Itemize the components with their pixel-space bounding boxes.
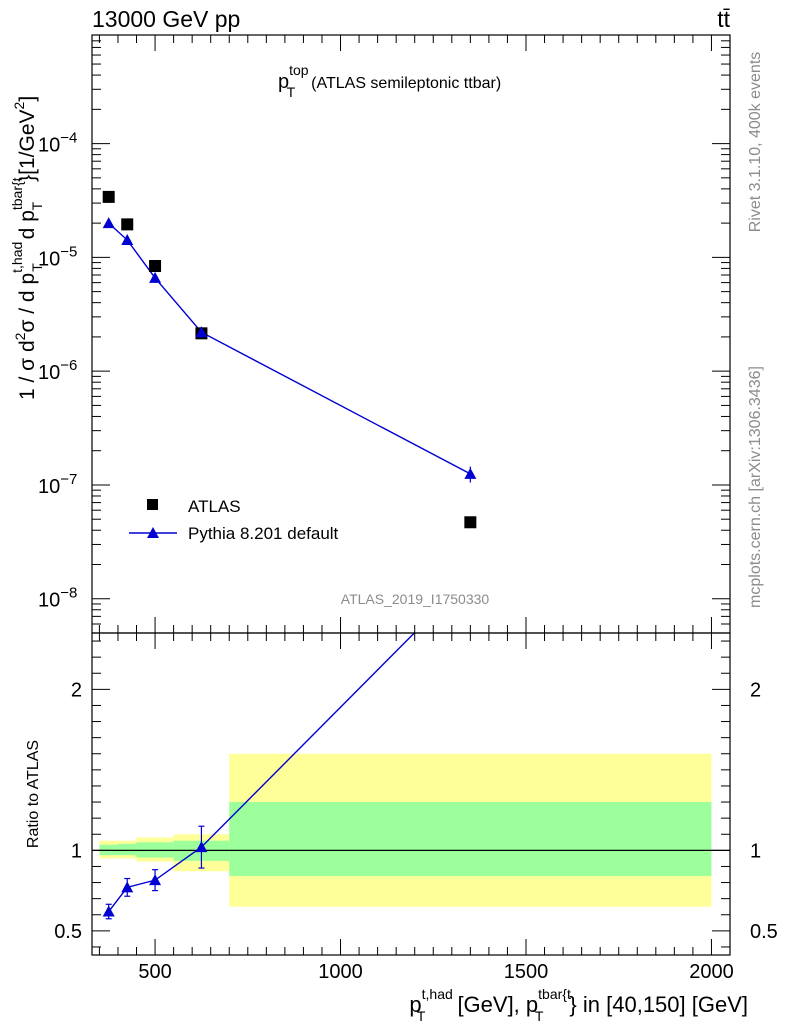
ratio-x-tick-label: 2000 <box>689 961 734 983</box>
ratio-y-tick-label-right: 1 <box>750 840 761 862</box>
atlas-point <box>149 259 162 272</box>
main-y-axis-label: 1 / σ d2σ / d pt,had T d ptbar{t T}[1/GeV2… <box>9 96 45 400</box>
ratio-frame <box>91 632 731 956</box>
mcplots-info: mcplots.cern.ch [arXiv:1306.3436] <box>747 366 764 608</box>
ratio-y-tick-label-right: 0.5 <box>750 921 778 943</box>
pythia-point <box>149 271 162 283</box>
main-y-tick-label: 10−6 <box>38 357 77 384</box>
uncertainty-band-inner <box>229 802 712 877</box>
ratio-ticks: 500 1000 1500 2000 0.5 0.5 1 1 2 2 <box>54 633 778 983</box>
ratio-y-tick-label: 2 <box>71 679 82 701</box>
ratio-x-tick-label: 500 <box>138 961 171 983</box>
header-left: 13000 GeV pp <box>92 6 240 32</box>
uncertainty-band-inner <box>117 843 137 856</box>
atlas-point <box>121 218 134 231</box>
legend-atlas-marker <box>147 499 158 510</box>
main-y-tick-label: 10−7 <box>38 471 77 498</box>
main-panel: 10−4 10−5 10−6 10−7 10−8 ptop T (ATLAS semilep… <box>9 34 731 634</box>
x-axis-label: pt,had T [GeV], ptbar{t T} in [40,150] [Ge… <box>409 986 748 1024</box>
atlas-point <box>464 516 477 529</box>
ratio-point <box>195 841 208 853</box>
legend: ATLAS Pythia 8.201 default <box>129 497 339 543</box>
pythia-point <box>195 326 208 338</box>
analysis-watermark: ATLAS_2019_I1750330 <box>341 591 490 607</box>
ratio-point <box>121 881 134 893</box>
main-ticks: 10−4 10−5 10−6 10−7 10−8 <box>38 35 731 634</box>
ratio-panel: 500 1000 1500 2000 0.5 0.5 1 1 2 2 Ratio to ATLAS… <box>25 632 778 1024</box>
ratio-y-tick-label: 0.5 <box>54 921 82 943</box>
plot-title: ptop T (ATLAS semileptonic ttbar) <box>278 62 501 100</box>
pythia-line <box>108 222 471 475</box>
ratio-point <box>102 905 115 917</box>
ratio-marks <box>92 633 730 920</box>
legend-pythia-marker <box>147 527 159 538</box>
ratio-x-tick-label: 1000 <box>318 961 363 983</box>
main-frame <box>91 34 731 634</box>
ratio-y-tick-label: 1 <box>71 840 82 862</box>
main-y-tick-label: 10−5 <box>38 243 77 270</box>
ratio-y-axis-label: Ratio to ATLAS <box>25 740 42 848</box>
rivet-info: Rivet 3.1.10, 400k events <box>747 52 764 233</box>
ratio-x-tick-label: 1500 <box>504 961 549 983</box>
pythia-point <box>121 234 134 246</box>
legend-atlas-label: ATLAS <box>188 497 241 516</box>
main-y-tick-label: 10−8 <box>38 585 77 612</box>
ratio-y-tick-label-right: 2 <box>750 679 761 701</box>
main-marks <box>102 190 477 529</box>
pythia-point <box>102 217 115 229</box>
main-y-tick-label: 10−4 <box>38 130 77 157</box>
ratio-point <box>149 874 162 886</box>
atlas-point <box>102 190 115 203</box>
header-right: tt̄ <box>717 6 730 32</box>
legend-pythia-label: Pythia 8.201 default <box>188 524 339 543</box>
pythia-point <box>464 467 477 479</box>
